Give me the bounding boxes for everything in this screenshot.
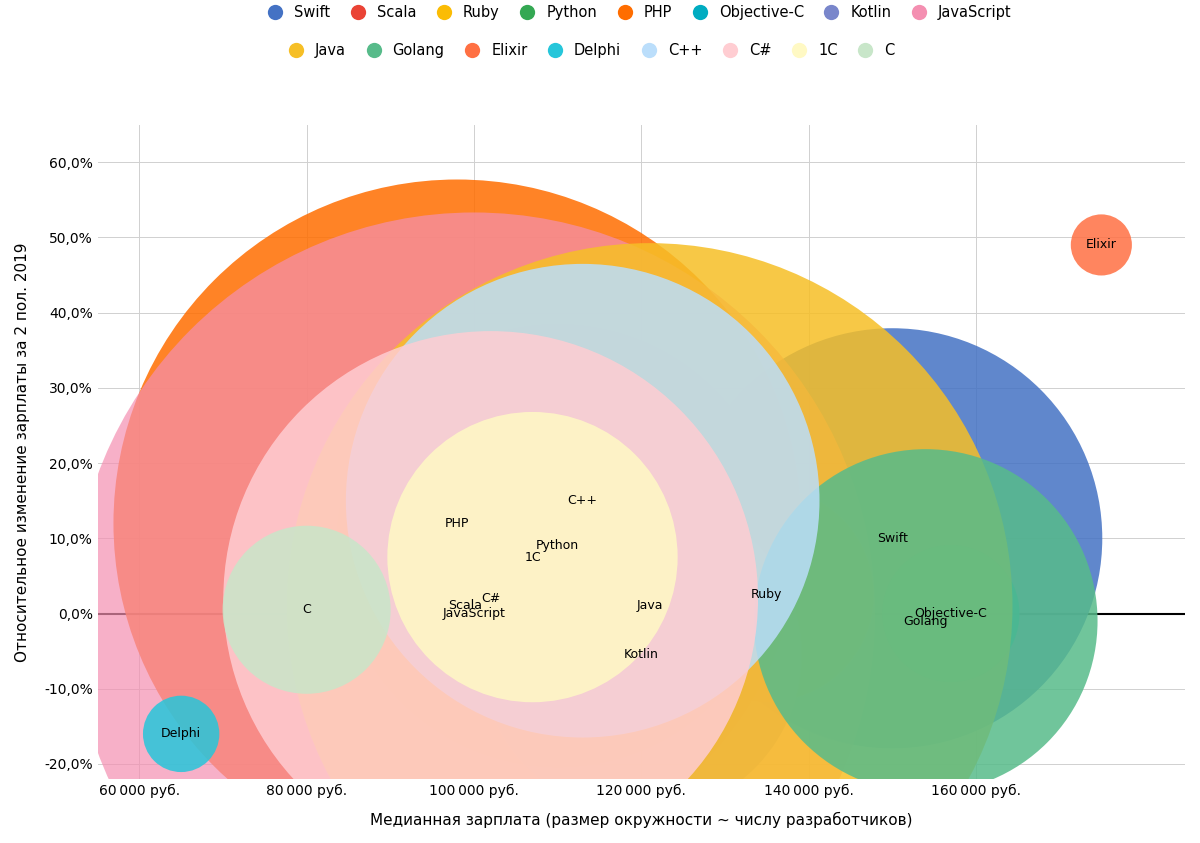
Legend: Java, Golang, Elixir, Delphi, C++, C#, 1C, C: Java, Golang, Elixir, Delphi, C++, C#, 1…	[276, 37, 900, 63]
Point	[883, 532, 902, 545]
Point	[757, 588, 776, 601]
Point	[523, 550, 542, 564]
Point	[574, 494, 593, 507]
Y-axis label: Относительное изменение зарплаты за 2 пол. 2019: Относительное изменение зарплаты за 2 по…	[14, 242, 30, 662]
Point	[464, 607, 484, 620]
Text: C#: C#	[481, 592, 500, 605]
Text: Python: Python	[536, 540, 580, 552]
Text: Delphi: Delphi	[161, 728, 202, 740]
Point	[1092, 239, 1111, 252]
Text: Ruby: Ruby	[751, 588, 782, 601]
Text: PHP: PHP	[445, 517, 469, 529]
Point	[172, 728, 191, 741]
Point	[916, 615, 935, 628]
Point	[298, 603, 317, 616]
Legend: Swift, Scala, Ruby, Python, PHP, Objective-C, Kotlin, JavaScript: Swift, Scala, Ruby, Python, PHP, Objecti…	[254, 0, 1018, 25]
Point	[548, 539, 568, 552]
Text: C++: C++	[568, 494, 598, 507]
Point	[481, 592, 500, 605]
Text: Objective-C: Objective-C	[914, 607, 988, 620]
Text: Java: Java	[636, 599, 662, 613]
Text: Kotlin: Kotlin	[624, 648, 659, 662]
Point	[640, 599, 659, 613]
Text: 1C: 1C	[524, 550, 541, 564]
Text: C: C	[302, 604, 311, 616]
Point	[448, 517, 467, 530]
Point	[456, 599, 475, 613]
Text: Golang: Golang	[904, 615, 948, 627]
Text: Swift: Swift	[877, 532, 907, 545]
Text: JavaScript: JavaScript	[443, 607, 505, 620]
Text: Elixir: Elixir	[1086, 239, 1117, 251]
X-axis label: Медианная зарплата (размер окружности ~ числу разработчиков): Медианная зарплата (размер окружности ~ …	[370, 812, 912, 828]
Point	[941, 607, 960, 620]
Text: Scala: Scala	[449, 599, 482, 613]
Point	[631, 648, 650, 662]
